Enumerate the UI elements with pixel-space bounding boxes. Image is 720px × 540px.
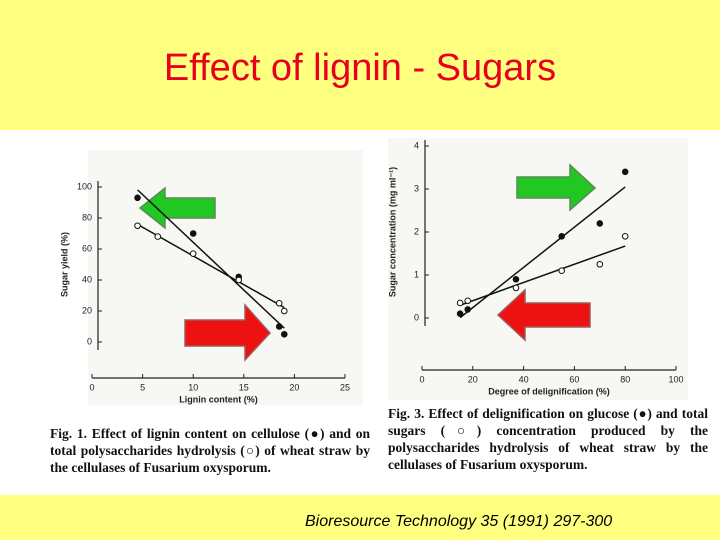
- point: [456, 310, 464, 318]
- x-axis-label: Lignin content (%): [179, 394, 258, 404]
- y-axis-label: Sugar concentration (mg ml⁻¹): [387, 167, 397, 297]
- red-arrow: [496, 288, 591, 342]
- y-tick-label: 100: [77, 181, 92, 191]
- y-tick-label: 0: [414, 312, 419, 322]
- point: [464, 306, 472, 313]
- y-tick-label: 1: [414, 269, 419, 279]
- x-tick-label: 0: [419, 374, 424, 384]
- fit-line: [459, 245, 626, 306]
- point: [189, 250, 197, 257]
- y-axis-label: Sugar yield (%): [59, 232, 69, 297]
- point: [154, 233, 162, 240]
- slide-title: Effect of lignin - Sugars: [164, 47, 556, 89]
- point: [558, 267, 566, 275]
- x-tick-label: 10: [188, 382, 198, 392]
- point: [280, 330, 288, 338]
- x-tick-label: 80: [620, 374, 630, 384]
- fit-line: [137, 223, 285, 309]
- x-tick-label: 0: [89, 382, 94, 392]
- point: [456, 299, 464, 307]
- x-tick-label: 100: [668, 374, 683, 384]
- point: [189, 230, 197, 237]
- caption: Fig. 3. Effect of delignification on glu…: [388, 406, 708, 472]
- point: [134, 194, 141, 202]
- x-tick-label: 20: [289, 382, 299, 392]
- green-arrow: [138, 186, 216, 230]
- fit-line: [137, 189, 285, 329]
- x-axis-label: Degree of delignification (%): [488, 386, 610, 396]
- figure-scan: [88, 150, 363, 405]
- red-arrow: [184, 303, 272, 362]
- green-arrow: [516, 163, 597, 212]
- y-tick-label: 4: [414, 140, 419, 150]
- y-tick-label: 80: [82, 212, 92, 222]
- point: [621, 233, 629, 240]
- x-tick-label: 5: [140, 382, 145, 392]
- point: [596, 260, 604, 268]
- point: [512, 276, 520, 283]
- point: [596, 220, 604, 227]
- x-tick-label: 60: [569, 374, 579, 384]
- point: [275, 323, 283, 330]
- y-tick-label: 40: [82, 274, 92, 284]
- x-tick-label: 40: [519, 374, 529, 384]
- point: [280, 307, 288, 315]
- x-tick-label: 15: [239, 382, 249, 392]
- x-tick-label: 25: [340, 382, 350, 392]
- point: [464, 297, 472, 305]
- point: [621, 168, 629, 176]
- y-tick-label: 0: [87, 336, 92, 346]
- point: [275, 299, 283, 307]
- citation: Bioresource Technology 35 (1991) 297-300: [305, 513, 612, 530]
- point: [558, 233, 566, 240]
- y-tick-label: 3: [414, 183, 419, 193]
- y-tick-label: 60: [82, 243, 92, 253]
- caption: Fig. 1. Effect of lignin content on cell…: [50, 426, 370, 475]
- y-tick-label: 20: [82, 305, 92, 315]
- point: [235, 276, 243, 284]
- point: [512, 284, 520, 292]
- point: [134, 222, 141, 230]
- y-tick-label: 2: [414, 226, 419, 236]
- x-tick-label: 20: [468, 374, 478, 384]
